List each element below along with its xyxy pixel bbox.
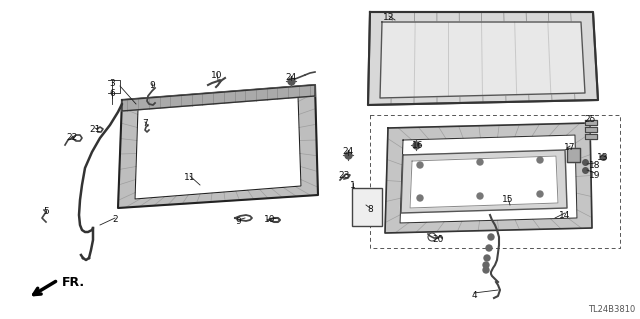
Text: 10: 10 (264, 216, 276, 225)
Circle shape (477, 159, 483, 165)
Text: 12: 12 (383, 13, 395, 23)
Text: TL24B3810: TL24B3810 (588, 305, 635, 314)
Polygon shape (401, 150, 567, 213)
Circle shape (483, 262, 489, 268)
Text: 24: 24 (285, 73, 296, 83)
Text: 18: 18 (589, 160, 601, 169)
Text: 2: 2 (112, 216, 118, 225)
Polygon shape (118, 85, 318, 208)
Text: 9: 9 (149, 80, 155, 90)
Circle shape (483, 267, 489, 273)
Text: 20: 20 (432, 235, 444, 244)
Circle shape (488, 234, 494, 240)
Text: 9: 9 (235, 218, 241, 226)
Polygon shape (135, 95, 301, 199)
Text: 14: 14 (559, 211, 571, 219)
Text: 24: 24 (342, 147, 354, 157)
Polygon shape (385, 123, 592, 233)
Text: 22: 22 (67, 133, 77, 143)
Text: 7: 7 (142, 120, 148, 129)
FancyBboxPatch shape (352, 188, 382, 226)
Polygon shape (380, 22, 585, 98)
Text: 17: 17 (564, 144, 576, 152)
Text: 5: 5 (43, 207, 49, 217)
Text: 1: 1 (350, 181, 356, 189)
Circle shape (484, 255, 490, 261)
Polygon shape (585, 120, 597, 125)
Polygon shape (585, 127, 597, 132)
Circle shape (537, 157, 543, 163)
Text: 11: 11 (184, 174, 196, 182)
Circle shape (537, 191, 543, 197)
Text: 6: 6 (109, 88, 115, 98)
Circle shape (477, 193, 483, 199)
Text: 23: 23 (339, 172, 349, 181)
Text: 13: 13 (597, 152, 609, 161)
Text: 3: 3 (109, 78, 115, 87)
Circle shape (417, 162, 423, 168)
Polygon shape (567, 148, 580, 162)
Text: 4: 4 (471, 291, 477, 300)
Text: 16: 16 (412, 140, 424, 150)
Text: 21: 21 (90, 125, 100, 135)
Polygon shape (410, 156, 558, 208)
Text: 10: 10 (211, 70, 223, 79)
Polygon shape (400, 135, 577, 223)
Circle shape (486, 245, 492, 251)
Text: 19: 19 (589, 170, 601, 180)
Text: 8: 8 (367, 205, 373, 214)
Text: 25: 25 (584, 115, 596, 124)
Polygon shape (368, 12, 598, 105)
Text: 15: 15 (502, 196, 514, 204)
Circle shape (417, 195, 423, 201)
Text: FR.: FR. (62, 277, 85, 290)
Polygon shape (585, 134, 597, 139)
Polygon shape (122, 85, 315, 111)
